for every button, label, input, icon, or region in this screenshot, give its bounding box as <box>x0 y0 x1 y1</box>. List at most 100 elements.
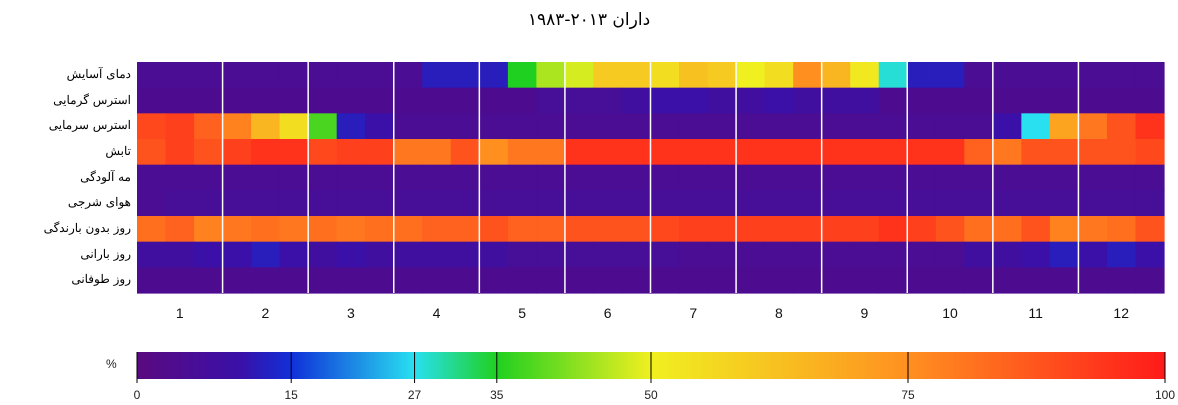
heatmap-cell <box>907 87 937 114</box>
heatmap-cell <box>393 113 423 140</box>
heatmap-cell <box>907 164 937 191</box>
heatmap-cell <box>251 87 281 114</box>
heatmap-cell <box>393 241 423 268</box>
heatmap-cell <box>850 190 880 217</box>
heatmap-cell <box>507 139 537 166</box>
heatmap-cell <box>850 62 880 89</box>
heatmap-cell <box>1021 216 1051 243</box>
heatmap-cell <box>222 190 252 217</box>
heatmap-cell <box>536 139 566 166</box>
heatmap-cell <box>793 216 823 243</box>
heatmap-cell <box>336 190 366 217</box>
heatmap-cell <box>308 267 338 294</box>
heatmap-cell <box>593 190 623 217</box>
heatmap-cell <box>593 164 623 191</box>
heatmap-cell <box>992 164 1022 191</box>
heatmap-cell <box>479 62 509 89</box>
heatmap-cell <box>878 241 908 268</box>
heatmap-cell <box>137 241 167 268</box>
heatmap-cell <box>365 164 395 191</box>
heatmap-cell <box>536 241 566 268</box>
heatmap-cell <box>1106 216 1137 243</box>
heatmap-cell <box>764 216 794 243</box>
heatmap-cell <box>793 62 823 89</box>
heatmap-cell <box>736 113 766 140</box>
heatmap-cell <box>621 87 652 114</box>
heatmap-cell <box>1021 164 1051 191</box>
heatmap-cell <box>422 139 452 166</box>
heatmap-cell <box>479 267 509 294</box>
colorbar-tick-label: 50 <box>644 388 658 402</box>
heatmap-cell <box>279 164 309 191</box>
heatmap-cell <box>507 87 537 114</box>
heatmap-cell <box>821 62 851 89</box>
heatmap-cell <box>137 267 167 294</box>
heatmap-cell <box>679 267 709 294</box>
heatmap-cell <box>736 241 766 268</box>
heatmap-cell <box>308 87 338 114</box>
heatmap-cell <box>279 139 309 166</box>
heatmap-cell <box>308 216 338 243</box>
heatmap-cell <box>1135 139 1165 166</box>
heatmap-cell <box>422 190 452 217</box>
heatmap-cell <box>736 267 766 294</box>
heatmap-cell <box>593 87 623 114</box>
heatmap-cell <box>707 139 737 166</box>
heatmap-cell <box>964 164 994 191</box>
heatmap-cell <box>707 267 737 294</box>
heatmap-cell <box>1021 113 1051 140</box>
heatmap-cell <box>707 164 737 191</box>
heatmap-cell <box>536 62 566 89</box>
heatmap-cell <box>1135 62 1165 89</box>
heatmap-cell <box>707 241 737 268</box>
heatmap-cell <box>137 113 167 140</box>
heatmap-cell <box>450 113 480 140</box>
heatmap-cell <box>1021 267 1051 294</box>
heatmap-cell <box>479 113 509 140</box>
heatmap-cell <box>992 113 1022 140</box>
month-label: 6 <box>603 305 612 321</box>
heatmap-cell <box>821 164 851 191</box>
heatmap-cell <box>821 267 851 294</box>
heatmap-cell <box>621 62 652 89</box>
heatmap-cell <box>450 267 480 294</box>
heatmap-cell <box>736 164 766 191</box>
heatmap-cell <box>507 113 537 140</box>
heatmap-cell <box>194 190 224 217</box>
month-label: 2 <box>261 305 270 321</box>
month-label: 3 <box>347 305 355 321</box>
heatmap-cell <box>821 190 851 217</box>
heatmap-cell <box>821 216 851 243</box>
heatmap-cell <box>1078 139 1108 166</box>
heatmap-cell <box>707 87 737 114</box>
colorbar-tick-label: 35 <box>490 388 504 402</box>
heatmap-cell <box>336 241 366 268</box>
heatmap-cell <box>736 87 766 114</box>
heatmap-cell <box>907 267 937 294</box>
heatmap-cell <box>165 267 195 294</box>
heatmap-cell <box>935 139 965 166</box>
heatmap-cell <box>279 190 309 217</box>
heatmap-cell <box>308 139 338 166</box>
heatmap-cell <box>137 139 167 166</box>
heatmap-cell <box>222 216 252 243</box>
row-label: روز طوفانی <box>71 272 131 287</box>
heatmap-cell <box>593 113 623 140</box>
heatmap-cell <box>536 267 566 294</box>
heatmap-cell <box>1078 216 1108 243</box>
heatmap-cell <box>907 139 937 166</box>
heatmap-cell <box>308 164 338 191</box>
heatmap-cell <box>764 164 794 191</box>
heatmap-cell <box>251 62 281 89</box>
row-label: استرس گرمایی <box>53 92 131 107</box>
heatmap-cell <box>1078 164 1108 191</box>
heatmap-cell <box>450 139 480 166</box>
heatmap-cell <box>1049 87 1080 114</box>
heatmap-cell <box>479 139 509 166</box>
heatmap-cell <box>222 267 252 294</box>
row-label: هوای شرجی <box>67 195 131 210</box>
heatmap-cell <box>422 164 452 191</box>
heatmap-cell <box>935 62 965 89</box>
heatmap-cell <box>992 62 1022 89</box>
